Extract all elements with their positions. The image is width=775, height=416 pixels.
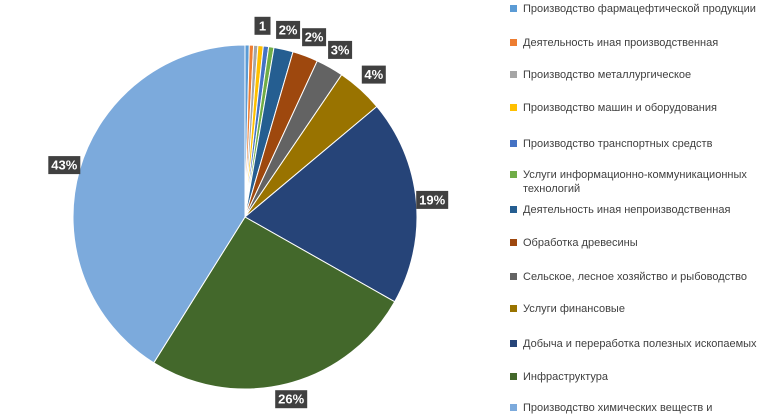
data-label-box <box>276 20 301 39</box>
legend-label: Производство фармацефтической продукции <box>523 3 756 15</box>
legend-item: Производство металлургическое <box>510 68 772 82</box>
legend-swatch <box>510 71 517 78</box>
legend-item: Услуги информационно-коммуникационных те… <box>510 168 772 196</box>
legend-label: Обработка древесины <box>523 237 638 249</box>
legend-swatch <box>510 404 517 411</box>
data-label-box <box>302 28 327 47</box>
legend-swatch <box>510 340 517 347</box>
legend-item: Производство фармацефтической продукции <box>510 2 772 16</box>
data-label: 19% <box>419 192 445 207</box>
data-label: 4% <box>364 67 383 82</box>
legend-item: Сельское, лесное хозяйство и рыбоводство <box>510 270 772 284</box>
legend-swatch <box>510 140 517 147</box>
legend-item: Деятельность иная производственная <box>510 36 772 50</box>
legend-label: Услуги информационно-коммуникационных те… <box>523 169 747 195</box>
legend-label: Производство металлургическое <box>523 69 692 81</box>
legend-label: Инфраструктура <box>523 371 609 383</box>
legend-label: Производство химических веществ и <box>523 402 713 414</box>
data-label: 1 <box>259 18 266 33</box>
legend-label: Сельское, лесное хозяйство и рыбоводство <box>523 271 748 283</box>
legend-label: Услуги финансовые <box>523 303 625 315</box>
legend-swatch <box>510 239 517 246</box>
data-label: 2% <box>305 30 324 45</box>
legend-swatch <box>510 104 517 111</box>
data-label: 2% <box>279 22 298 37</box>
legend-label: Добыча и переработка полезных ископаемых <box>523 338 757 350</box>
data-label: 43% <box>51 158 77 173</box>
legend-item: Добыча и переработка полезных ископаемых <box>510 337 772 351</box>
legend-swatch <box>510 5 517 12</box>
legend-label: Деятельность иная производственная <box>523 37 719 49</box>
data-label: 26% <box>278 392 304 407</box>
legend-label: Производство транспортных средств <box>523 138 713 150</box>
legend-swatch <box>510 206 517 213</box>
legend-swatch <box>510 305 517 312</box>
legend-item: Инфраструктура <box>510 370 772 384</box>
legend-label: Производство машин и оборудования <box>523 102 717 114</box>
legend-swatch <box>510 171 517 178</box>
data-label: 3% <box>331 42 350 57</box>
pie-slice <box>153 216 396 390</box>
legend-swatch <box>510 39 517 46</box>
pie-chart: 1 2% 2% 3% 4% 19% 26% 43% <box>48 16 449 409</box>
data-label-box <box>416 190 449 209</box>
data-label-box <box>328 40 353 59</box>
legend-item: Производство машин и оборудования <box>510 101 772 115</box>
legend-item: Услуги финансовые <box>510 302 772 316</box>
data-label-box <box>48 156 81 175</box>
legend-swatch <box>510 273 517 280</box>
legend-item: Обработка древесины <box>510 236 772 250</box>
legend-item: Производство транспортных средств <box>510 137 772 151</box>
legend-label: Деятельность иная непроизводственная <box>523 204 731 216</box>
data-label-box <box>361 65 386 84</box>
legend-item: Деятельность иная непроизводственная <box>510 203 772 217</box>
data-label-box <box>254 16 271 35</box>
legend-swatch <box>510 373 517 380</box>
data-label-box <box>275 390 308 409</box>
legend-item: Производство химических веществ и <box>510 401 772 415</box>
